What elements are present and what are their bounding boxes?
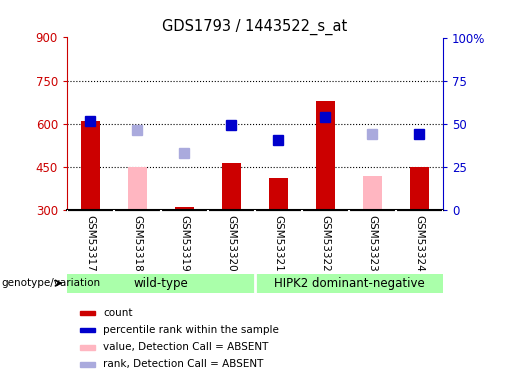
Bar xyxy=(80,345,95,350)
Text: GSM53324: GSM53324 xyxy=(415,215,424,272)
Text: genotype/variation: genotype/variation xyxy=(2,278,100,288)
Bar xyxy=(80,310,95,315)
Bar xyxy=(175,207,194,210)
Bar xyxy=(269,178,288,210)
Text: wild-type: wild-type xyxy=(133,277,188,290)
Title: GDS1793 / 1443522_s_at: GDS1793 / 1443522_s_at xyxy=(162,18,348,35)
Bar xyxy=(80,362,95,367)
Bar xyxy=(363,176,382,210)
Text: percentile rank within the sample: percentile rank within the sample xyxy=(104,325,279,335)
Text: GSM53320: GSM53320 xyxy=(227,215,236,272)
FancyBboxPatch shape xyxy=(255,274,443,292)
Text: GSM53321: GSM53321 xyxy=(273,215,283,272)
Text: GSM53318: GSM53318 xyxy=(132,215,143,272)
Text: GSM53319: GSM53319 xyxy=(179,215,190,272)
FancyBboxPatch shape xyxy=(67,274,255,292)
Bar xyxy=(222,163,241,210)
Bar xyxy=(128,167,147,210)
Bar xyxy=(410,167,429,210)
Text: GSM53323: GSM53323 xyxy=(367,215,377,272)
Text: value, Detection Call = ABSENT: value, Detection Call = ABSENT xyxy=(104,342,269,352)
Bar xyxy=(81,121,100,210)
Text: count: count xyxy=(104,308,133,318)
Bar xyxy=(80,328,95,332)
Text: rank, Detection Call = ABSENT: rank, Detection Call = ABSENT xyxy=(104,360,264,369)
Text: GSM53317: GSM53317 xyxy=(85,215,95,272)
Text: HIPK2 dominant-negative: HIPK2 dominant-negative xyxy=(273,277,424,290)
Bar xyxy=(316,101,335,210)
Text: GSM53322: GSM53322 xyxy=(320,215,331,272)
